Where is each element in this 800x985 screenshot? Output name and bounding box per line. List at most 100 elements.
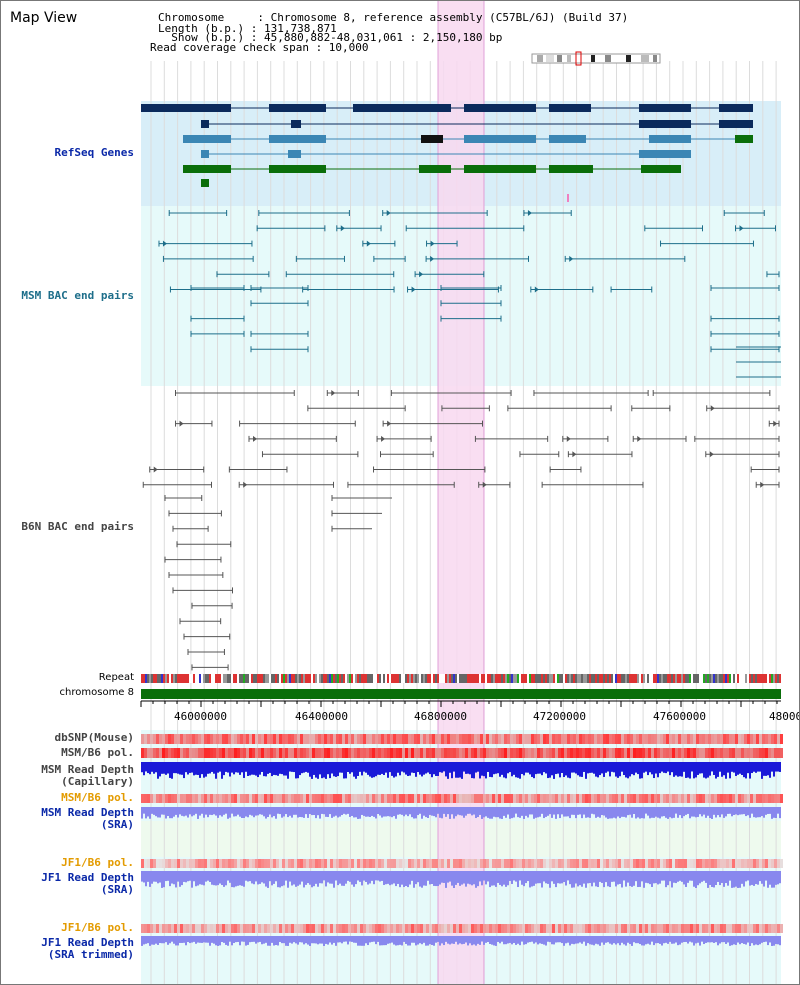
msm-depth-capillary-bar xyxy=(411,762,413,773)
jf1-depth-sra-bar xyxy=(347,871,349,881)
msm-depth-capillary-bar xyxy=(623,762,625,776)
msm-depth-sra-bar xyxy=(619,807,621,819)
jf1-depth-trimmed-bar xyxy=(319,936,321,944)
msm-b6-pol-heat-2 xyxy=(459,794,462,803)
repeat-segment xyxy=(555,674,557,683)
jf1-depth-trimmed-bar xyxy=(327,936,329,945)
msm-b6-pol-heat xyxy=(288,748,291,758)
msm-b6-pol-heat xyxy=(456,748,459,758)
repeat-segment xyxy=(363,674,365,683)
msm-depth-sra-bar xyxy=(525,807,527,816)
jf1-depth-trimmed-bar xyxy=(595,936,597,944)
track-label-jf1-b6-pol-2[interactable]: JF1/B6 pol. xyxy=(61,921,134,934)
dbsnp-heat xyxy=(714,734,717,744)
msm-depth-capillary-bar xyxy=(303,762,305,773)
msm-depth-sra-bar xyxy=(597,807,599,817)
jf1-b6-pol-heat xyxy=(774,859,777,868)
jf1-depth-trimmed-bar xyxy=(559,936,561,943)
repeat-segment xyxy=(717,674,719,683)
msm-b6-pol-heat-2 xyxy=(447,794,450,803)
msm-depth-capillary-bar xyxy=(717,762,719,777)
msm-depth-capillary-bar xyxy=(341,762,343,773)
msm-depth-sra-bar xyxy=(521,807,523,816)
msm-depth-sra-bar xyxy=(573,807,575,815)
dbsnp-heat xyxy=(645,734,648,744)
msm-depth-capillary-bar xyxy=(457,762,459,778)
jf1-b6-pol-heat-2 xyxy=(729,924,732,933)
track-label-jf1-depth-sra[interactable]: JF1 Read Depth xyxy=(41,871,134,884)
jf1-depth-trimmed-bar xyxy=(531,936,533,942)
jf1-b6-pol-heat-2 xyxy=(225,924,228,933)
repeat-segment xyxy=(575,674,577,683)
msm-depth-capillary-bar xyxy=(699,762,701,774)
jf1-depth-trimmed-bar xyxy=(265,936,267,943)
msm-b6-pol-heat xyxy=(153,748,156,758)
msm-b6-pol-heat-2 xyxy=(645,794,648,803)
gene-exon xyxy=(549,104,591,112)
msm-depth-sra-bar xyxy=(219,807,221,816)
track-label-jf1-b6-pol-1[interactable]: JF1/B6 pol. xyxy=(61,856,134,869)
jf1-depth-trimmed-bar xyxy=(171,936,173,942)
jf1-depth-trimmed-bar xyxy=(185,936,187,946)
msm-b6-pol-heat xyxy=(576,748,579,758)
jf1-depth-trimmed-bar xyxy=(633,936,635,943)
jf1-b6-pol-heat-2 xyxy=(288,924,291,933)
jf1-depth-sra-bar xyxy=(207,871,209,881)
jf1-depth-sra-bar xyxy=(497,871,499,883)
repeat-segment xyxy=(533,674,535,683)
jf1-depth-sra-bar xyxy=(553,871,555,884)
msm-b6-pol-heat-2 xyxy=(597,794,600,803)
msm-b6-pol-heat xyxy=(255,748,258,758)
msm-depth-capillary-bar xyxy=(481,762,483,776)
msm-b6-pol-heat xyxy=(750,748,753,758)
jf1-b6-pol-heat-2 xyxy=(585,924,588,933)
jf1-b6-pol-heat xyxy=(459,859,462,868)
msm-depth-sra-bar xyxy=(243,807,245,818)
msm-depth-sra-bar xyxy=(177,807,179,818)
repeat-segment xyxy=(775,674,777,683)
track-label-dbsnp[interactable]: dbSNP(Mouse) xyxy=(54,731,134,744)
jf1-depth-sra-bar xyxy=(685,871,687,887)
jf1-depth-sra-bar xyxy=(215,871,217,886)
jf1-depth-trimmed-bar xyxy=(191,936,193,943)
msm-b6-pol-heat xyxy=(363,748,366,758)
msm-depth-capillary-bar xyxy=(655,762,657,774)
track-label-msm-b6-pol-2[interactable]: MSM/B6 pol. xyxy=(61,791,134,804)
msm-b6-pol-heat xyxy=(684,748,687,758)
jf1-depth-trimmed-bar xyxy=(455,936,457,942)
dbsnp-heat xyxy=(591,734,594,744)
msm-depth-sra-bar xyxy=(319,807,321,819)
track-label-msm-depth-capillary[interactable]: MSM Read Depth xyxy=(41,763,134,776)
jf1-depth-trimmed-bar xyxy=(613,936,615,944)
msm-b6-pol-heat-2 xyxy=(669,794,672,803)
jf1-depth-sra-bar xyxy=(643,871,645,888)
msm-b6-pol-heat xyxy=(267,748,270,758)
msm-depth-capillary-bar xyxy=(735,762,737,776)
track-label-refseq[interactable]: RefSeq Genes xyxy=(54,146,134,159)
jf1-b6-pol-heat xyxy=(306,859,309,868)
jf1-depth-trimmed-bar xyxy=(667,936,669,944)
jf1-depth-sra-bar xyxy=(273,871,275,884)
msm-depth-capillary-bar xyxy=(447,762,449,779)
jf1-depth-trimmed-bar xyxy=(647,936,649,944)
msm-depth-capillary-bar xyxy=(325,762,327,779)
track-label-jf1-depth-trimmed[interactable]: JF1 Read Depth xyxy=(41,936,134,949)
jf1-b6-pol-heat-2 xyxy=(753,924,756,933)
msm-depth-capillary-bar xyxy=(337,762,339,777)
jf1-depth-trimmed-bar xyxy=(625,936,627,946)
track-label-msm-b6-pol-1[interactable]: MSM/B6 pol. xyxy=(61,746,134,759)
b6n-bac-pair-arrow xyxy=(482,481,487,488)
msm-b6-pol-heat-2 xyxy=(456,794,459,803)
track-label-msm-bac[interactable]: MSM BAC end pairs xyxy=(21,289,134,302)
msm-depth-sra-bar xyxy=(173,807,175,817)
track-label-msm-depth-sra[interactable]: MSM Read Depth xyxy=(41,806,134,819)
msm-depth-sra-bar xyxy=(175,807,177,815)
msm-b6-pol-heat xyxy=(234,748,237,758)
jf1-depth-trimmed-bar xyxy=(317,936,319,945)
msm-b6-pol-heat-2 xyxy=(198,794,201,803)
msm-b6-pol-heat-2 xyxy=(672,794,675,803)
repeat-segment xyxy=(691,674,693,683)
track-label-b6n-bac[interactable]: B6N BAC end pairs xyxy=(21,520,134,533)
jf1-depth-trimmed-bar xyxy=(619,936,621,946)
